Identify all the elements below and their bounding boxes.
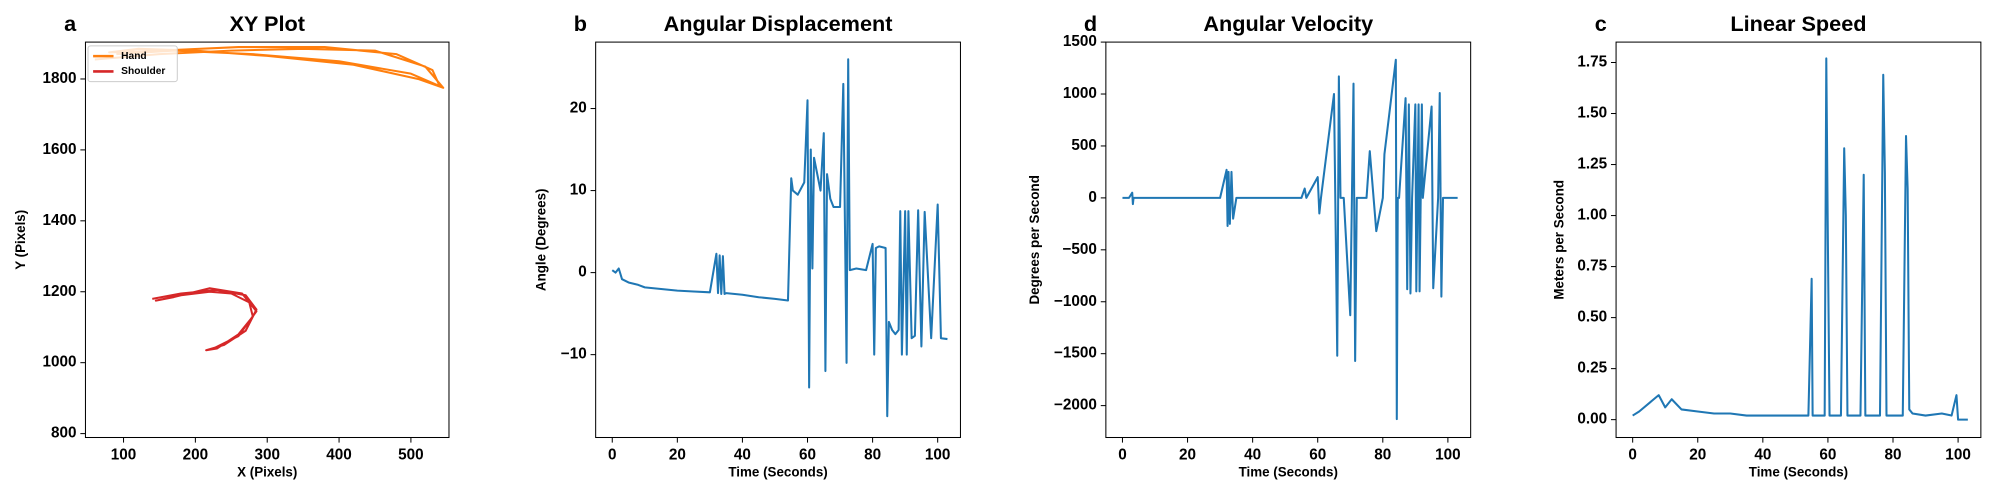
y-tick-label: 500 [1071,137,1097,154]
y-tick-label: −10 [561,346,587,363]
panel-letter: a [64,11,77,36]
axes-frame [595,41,961,439]
y-tick-label: 1.25 [1577,156,1607,173]
x-tick-label: 80 [864,446,881,463]
x-tick-label: 200 [183,446,209,463]
x-tick-label: 100 [925,446,951,463]
y-tick-label: 0 [1088,189,1097,206]
x-tick-label: 40 [1754,446,1771,463]
y-axis-label: Y (Pixels) [13,210,28,270]
x-tick-label: 80 [1374,446,1391,463]
panel: 0 20 40 60 80 100 −2000 −1500 −1000 −500 0 500 1000 1… [1027,11,1472,480]
x-tick-label: 20 [1689,446,1706,463]
y-axis-label: Meters per Second [1551,180,1566,300]
y-tick-label: 1800 [42,70,76,87]
x-tick-label: 0 [1118,446,1127,463]
x-tick-label: 100 [111,446,137,463]
panel-letter: c [1595,11,1607,36]
y-tick-label: 1500 [1063,33,1097,50]
y-tick-label: 800 [51,425,77,442]
x-tick-label: 60 [1819,446,1836,463]
panel: 0 20 40 60 80 100 0.00 0.25 0.50 0.75 1.00 1.25 1.50… [1551,11,1982,480]
data-line [1122,58,1458,421]
y-tick-label: 1000 [1063,85,1097,102]
axes-frame [84,41,450,439]
legend: Hand Shoulder [87,45,178,83]
x-axis-label: Time (Seconds) [1749,465,1848,480]
y-tick-label: 20 [570,100,587,117]
panel: 100 200 300 400 500 800 1000 1200 1400 1600 1800 XY… [13,11,450,480]
axes-frame [1615,41,1982,439]
y-tick-label: −2000 [1054,397,1097,414]
legend-label: Shoulder [121,66,165,77]
data-line [1632,57,1968,421]
chart-title: Linear Speed [1730,11,1866,36]
panel: 0 20 40 60 80 100 −10 0 10 20 Angular Displacement… [534,11,961,480]
data-line [611,58,948,418]
x-axis-label: Time (Seconds) [728,465,827,480]
y-tick-label: 0.25 [1577,360,1607,377]
x-tick-label: 400 [326,446,352,463]
x-tick-label: 20 [669,446,686,463]
axes-frame [1105,41,1472,439]
legend-label: Hand [121,51,146,62]
chart-title: Angular Velocity [1203,11,1373,36]
x-tick-label: 500 [398,446,424,463]
panel-letter: b [574,11,587,36]
x-tick-label: 20 [1179,446,1196,463]
panel-letter: d [1084,11,1097,36]
y-tick-label: 10 [570,182,587,199]
x-tick-label: 40 [1244,446,1261,463]
y-tick-label: 1400 [42,212,76,229]
x-tick-label: 80 [1884,446,1901,463]
chart-title: XY Plot [229,11,304,36]
x-tick-label: 100 [1435,446,1461,463]
y-axis-label: Angle (Degrees) [534,189,549,292]
x-axis-label: Time (Seconds) [1239,465,1338,480]
y-tick-label: 1000 [42,354,76,371]
x-tick-label: 300 [254,446,280,463]
y-tick-label: 0.50 [1577,309,1607,326]
x-tick-label: 40 [734,446,751,463]
x-tick-label: 60 [799,446,816,463]
data-line [152,287,258,352]
y-tick-label: 0.75 [1577,258,1607,275]
x-tick-label: 0 [1628,446,1637,463]
x-tick-label: 60 [1309,446,1326,463]
y-tick-label: 1.75 [1577,54,1607,71]
y-tick-label: 1600 [42,141,76,158]
y-tick-label: −1000 [1054,293,1097,310]
x-axis-label: X (Pixels) [237,465,297,480]
y-tick-label: −500 [1062,241,1096,258]
y-tick-label: −1500 [1054,345,1097,362]
x-tick-label: 100 [1945,446,1971,463]
x-tick-label: 0 [608,446,617,463]
y-tick-label: 1200 [42,283,76,300]
y-tick-label: 1.00 [1577,207,1607,224]
y-tick-label: 1.50 [1577,105,1607,122]
y-tick-label: 0.00 [1577,411,1607,428]
y-tick-label: 0 [578,264,587,281]
y-axis-label: Degrees per Second [1027,175,1042,304]
chart-title: Angular Displacement [664,11,893,36]
